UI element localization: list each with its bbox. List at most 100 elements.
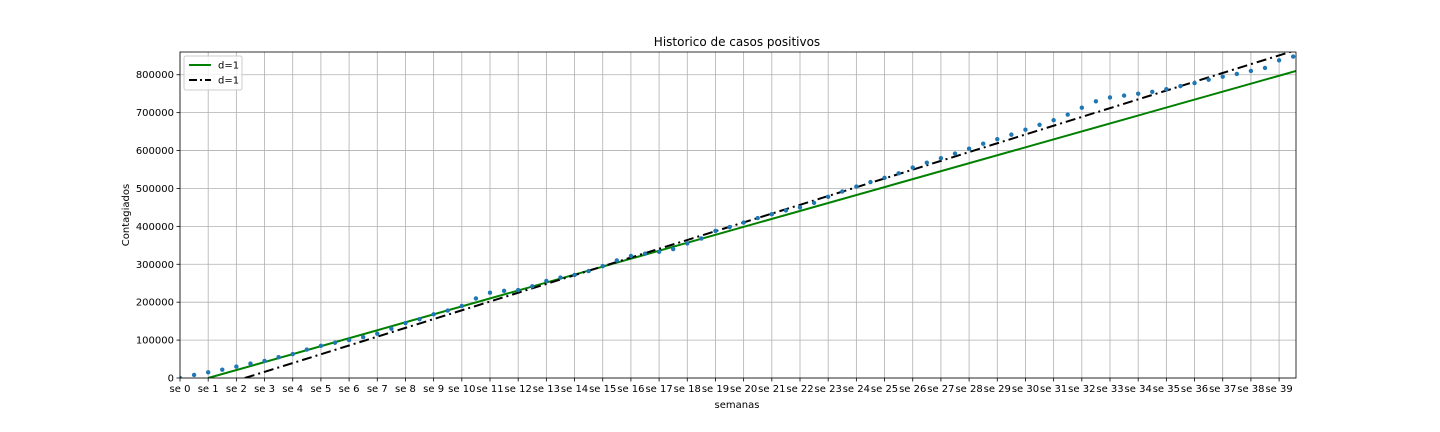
data-point xyxy=(628,253,634,259)
data-point xyxy=(262,358,267,364)
data-point xyxy=(1150,89,1155,95)
legend-label: d=1 xyxy=(218,61,239,72)
x-tick-label: se 15 xyxy=(589,384,616,395)
data-point xyxy=(318,343,324,348)
data-point xyxy=(544,278,549,284)
legend: d=1d=1 xyxy=(183,55,243,91)
x-tick-label: se 22 xyxy=(786,384,813,395)
data-point xyxy=(1037,122,1042,127)
x-tick-label: se 23 xyxy=(815,384,842,395)
x-tick-label: se 36 xyxy=(1181,384,1208,395)
x-tick-label: se 2 xyxy=(226,384,247,395)
y-tick-label: 300000 xyxy=(136,260,174,271)
legend-label: d=1 xyxy=(218,76,239,87)
x-tick-label: se 39 xyxy=(1265,384,1292,395)
x-tick-label: se 26 xyxy=(899,384,926,395)
x-tick-label: se 6 xyxy=(339,384,360,395)
data-point xyxy=(389,326,394,331)
x-tick-label: se 4 xyxy=(282,384,303,395)
x-axis-ticks: se 0 se 1 se 2 se 3 se 4 se 5 se 6 se 7 se 8 se 9… xyxy=(170,378,1293,395)
data-point xyxy=(656,249,662,254)
data-point xyxy=(924,160,930,165)
x-tick-label: se 3 xyxy=(254,384,275,395)
y-tick-label: 500000 xyxy=(136,184,174,195)
data-point xyxy=(670,246,676,252)
data-point xyxy=(995,136,1000,142)
data-point xyxy=(360,334,366,340)
x-tick-label: se 11 xyxy=(476,384,503,395)
data-point xyxy=(614,258,620,263)
data-point xyxy=(980,141,986,146)
x-tick-label: se 37 xyxy=(1209,384,1236,395)
x-tick-label: se 32 xyxy=(1068,384,1095,395)
data-point xyxy=(205,370,211,375)
data-point xyxy=(515,287,521,293)
x-tick-label: se 17 xyxy=(645,384,672,395)
data-point xyxy=(487,290,493,295)
data-point xyxy=(1023,127,1028,132)
x-tick-label: se 16 xyxy=(617,384,644,395)
x-tick-label: se 35 xyxy=(1153,384,1180,395)
data-point xyxy=(600,263,605,269)
x-tick-label: se 24 xyxy=(843,384,870,395)
data-point xyxy=(220,367,225,372)
plot-frame xyxy=(179,51,1297,379)
data-point xyxy=(1135,91,1141,96)
x-tick-label: se 13 xyxy=(533,384,560,395)
data-point xyxy=(572,272,577,278)
x-tick-label: se 14 xyxy=(561,384,588,395)
x-tick-label: se 20 xyxy=(730,384,757,395)
data-point xyxy=(180,375,183,378)
data-point xyxy=(1234,71,1240,77)
x-tick-label: se 33 xyxy=(1096,384,1123,395)
data-point xyxy=(896,171,901,176)
data-point xyxy=(910,165,915,170)
data-point xyxy=(346,337,352,343)
data-point xyxy=(769,212,775,217)
data-point xyxy=(234,364,239,369)
series-group xyxy=(180,52,1296,378)
x-axis-label: semanas xyxy=(715,400,760,411)
data-point xyxy=(431,312,436,317)
data-point xyxy=(445,308,450,313)
y-axis-label: Contagiados xyxy=(121,184,132,246)
data-point xyxy=(1206,77,1211,82)
data-point xyxy=(1065,112,1070,117)
data-point xyxy=(248,361,253,366)
chart-title: Historico de casos positivos xyxy=(654,35,820,49)
y-tick-label: 0 xyxy=(168,374,174,385)
x-tick-label: se 29 xyxy=(984,384,1011,395)
data-point xyxy=(1009,132,1014,137)
data-point xyxy=(304,347,310,352)
y-tick-label: 100000 xyxy=(136,336,174,347)
data-point xyxy=(558,275,563,280)
y-tick-label: 400000 xyxy=(136,222,174,233)
data-point xyxy=(966,146,972,151)
x-tick-label: se 27 xyxy=(927,384,954,395)
data-point xyxy=(642,251,648,256)
data-point xyxy=(586,268,591,274)
series-layer xyxy=(180,52,1296,378)
data-point xyxy=(403,320,408,326)
data-point xyxy=(699,236,704,241)
data-point xyxy=(854,184,859,189)
y-tick-label: 600000 xyxy=(136,146,174,157)
data-point xyxy=(938,155,944,161)
x-tick-label: se 18 xyxy=(674,384,701,395)
data-point xyxy=(825,194,831,200)
data-point xyxy=(1164,86,1169,92)
x-tick-label: se 28 xyxy=(955,384,982,395)
data-point xyxy=(1051,118,1056,123)
x-tick-label: se 21 xyxy=(758,384,785,395)
data-point xyxy=(276,354,281,360)
x-tick-label: se 34 xyxy=(1125,384,1152,395)
data-point xyxy=(1192,80,1197,86)
data-point xyxy=(1262,65,1268,71)
series-line-1 xyxy=(244,52,1294,378)
data-point xyxy=(713,228,718,234)
x-tick-label: se 10 xyxy=(448,384,475,395)
x-tick-label: se 0 xyxy=(170,384,191,395)
data-point xyxy=(797,205,803,210)
x-tick-label: se 31 xyxy=(1040,384,1067,395)
x-tick-label: se 1 xyxy=(198,384,219,395)
